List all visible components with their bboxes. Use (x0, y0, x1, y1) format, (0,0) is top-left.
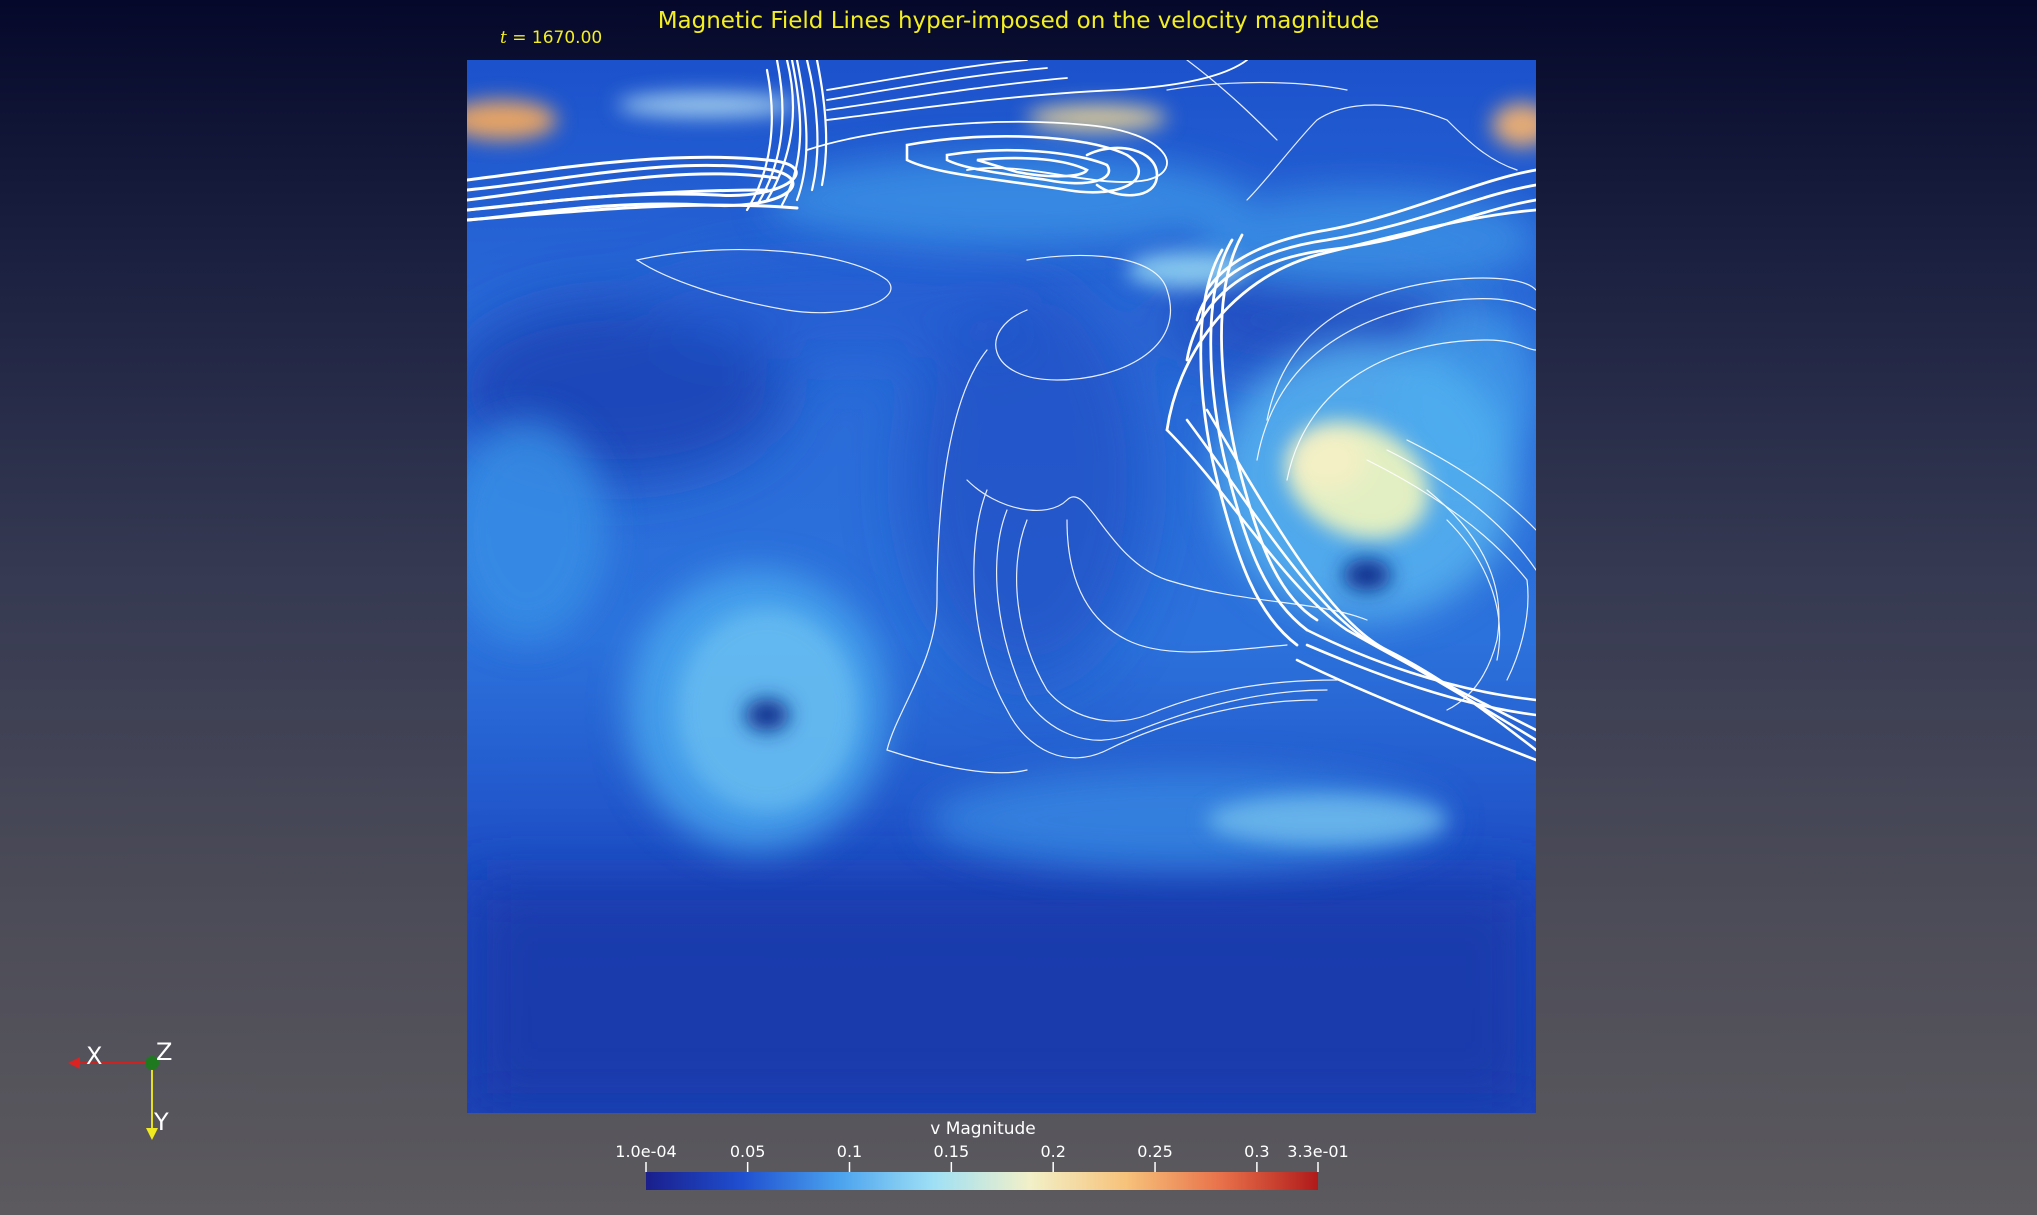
colorbar-tick-label: 0.2 (1040, 1142, 1065, 1161)
plot-title: Magnetic Field Lines hyper-imposed on th… (657, 8, 1380, 34)
y-axis-arrow (146, 1128, 158, 1140)
time-value: = 1670.00 (512, 28, 603, 48)
colorbar-tick-label: 0.3 (1244, 1142, 1269, 1161)
colorbar-gradient (646, 1172, 1318, 1190)
velocity-vortex-cores (745, 559, 1391, 731)
velocity-field-plot[interactable] (467, 60, 1536, 1113)
y-axis-label: Y (153, 1108, 169, 1136)
colorbar-ticks: 1.0e-04 0.05 0.1 0.15 0.2 0.25 0.3 3.3e-01 (615, 1142, 1349, 1172)
orientation-axes: X Z Y (68, 1038, 172, 1140)
magnetic-field-lines (467, 60, 1536, 774)
colorbar-tick-label: 1.0e-04 (615, 1142, 676, 1161)
colorbar-tick-label: 0.25 (1137, 1142, 1173, 1161)
colorbar-tick-label: 0.15 (934, 1142, 970, 1161)
colorbar-title: v Magnitude (930, 1119, 1036, 1139)
x-axis-label: X (86, 1042, 102, 1070)
colorbar: 1.0e-04 0.05 0.1 0.15 0.2 0.25 0.3 3.3e-01 (615, 1142, 1349, 1190)
colorbar-tick-label: 0.1 (837, 1142, 862, 1161)
z-axis-marker (145, 1056, 159, 1070)
time-readout: t = 1670.00 (500, 28, 602, 48)
time-symbol: t (500, 28, 507, 48)
colorbar-tick-label: 0.05 (730, 1142, 766, 1161)
z-axis-label: Z (156, 1038, 172, 1066)
colorbar-tick-label: 3.3e-01 (1287, 1142, 1348, 1161)
x-axis-arrow (68, 1057, 80, 1069)
velocity-peak-regions (467, 93, 1536, 845)
